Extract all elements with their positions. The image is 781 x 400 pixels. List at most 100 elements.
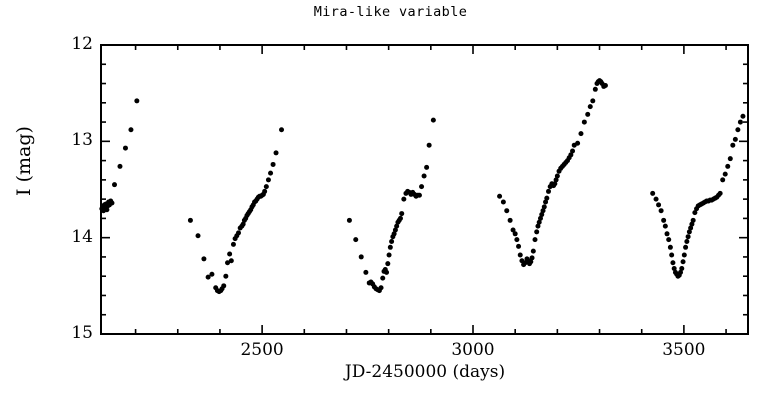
data-point — [650, 190, 656, 196]
data-point — [358, 254, 364, 260]
data-point — [397, 215, 403, 221]
data-point — [541, 204, 547, 210]
data-point — [401, 196, 407, 202]
x-axis-label: JD-2450000 (days) — [344, 362, 506, 382]
data-point — [667, 244, 673, 250]
data-point — [529, 255, 535, 261]
data-point — [201, 256, 207, 262]
data-point — [392, 227, 398, 233]
data-point — [685, 234, 691, 240]
data-point — [500, 199, 506, 205]
data-point — [263, 184, 269, 190]
data-point — [679, 265, 685, 271]
data-point — [735, 127, 741, 133]
data-point-layer — [99, 78, 746, 295]
y-tick-label: 13 — [71, 130, 93, 151]
data-point — [730, 142, 736, 148]
data-point — [391, 231, 397, 237]
data-point — [187, 217, 193, 223]
data-point — [516, 243, 522, 249]
data-point — [399, 211, 405, 217]
data-point — [662, 223, 668, 229]
x-tick-label: 3000 — [451, 340, 495, 360]
data-point — [421, 173, 427, 179]
data-point — [225, 260, 231, 266]
data-point — [221, 283, 227, 289]
data-point — [279, 127, 285, 133]
data-point — [680, 259, 686, 265]
data-point — [585, 111, 591, 117]
data-point — [544, 195, 550, 201]
data-point — [386, 252, 392, 258]
data-point — [363, 269, 369, 275]
data-point — [661, 217, 667, 223]
data-point — [512, 231, 518, 237]
data-point — [590, 98, 596, 104]
data-point — [568, 152, 574, 158]
data-point — [720, 177, 726, 183]
data-point — [690, 217, 696, 223]
data-point — [688, 225, 694, 231]
data-point — [109, 200, 115, 206]
data-point — [510, 227, 516, 233]
axis-ticks — [101, 44, 748, 335]
data-point — [117, 163, 123, 169]
data-point — [686, 229, 692, 235]
data-point — [717, 190, 723, 196]
y-tick-label: 12 — [71, 34, 93, 54]
data-point — [535, 223, 541, 229]
x-tick-label: 2500 — [240, 340, 284, 360]
data-point — [228, 258, 234, 264]
data-point — [692, 210, 698, 216]
data-point — [424, 164, 430, 170]
data-point — [537, 215, 543, 221]
data-point — [656, 202, 662, 208]
data-point — [727, 156, 733, 162]
data-point — [504, 208, 510, 214]
data-point — [725, 163, 731, 169]
data-point — [543, 199, 549, 205]
data-point — [664, 231, 670, 237]
data-point — [385, 261, 391, 267]
y-axis-label: I (mag) — [13, 126, 35, 196]
data-point — [737, 119, 743, 125]
data-point — [195, 233, 201, 239]
data-point — [684, 239, 690, 245]
data-point — [378, 285, 384, 291]
data-point — [209, 271, 215, 277]
data-point — [681, 252, 687, 258]
data-point — [104, 207, 110, 213]
data-point — [669, 252, 675, 258]
data-point — [223, 273, 229, 279]
data-point — [497, 193, 503, 199]
data-point — [554, 173, 560, 179]
data-point — [394, 223, 400, 229]
data-point — [262, 188, 268, 194]
data-point — [430, 117, 436, 123]
y-tick-label: 15 — [71, 323, 93, 343]
data-point — [380, 275, 386, 281]
axes-frame-rect — [100, 44, 749, 335]
data-point — [419, 184, 425, 190]
x-tick-label: 3500 — [662, 340, 706, 360]
data-point — [236, 230, 241, 236]
axes-frame — [100, 44, 749, 335]
data-point — [426, 142, 432, 148]
data-point — [602, 82, 608, 88]
data-point — [666, 237, 672, 243]
data-point — [346, 217, 352, 223]
data-point — [205, 274, 211, 280]
data-point — [532, 237, 538, 243]
data-point — [240, 221, 246, 227]
data-point — [536, 219, 542, 225]
data-point — [270, 161, 276, 167]
data-point — [671, 265, 677, 271]
data-point — [575, 140, 581, 146]
data-point — [540, 208, 546, 214]
data-point — [273, 150, 279, 156]
data-point — [539, 212, 545, 218]
data-point — [570, 148, 576, 154]
data-point — [134, 98, 140, 104]
